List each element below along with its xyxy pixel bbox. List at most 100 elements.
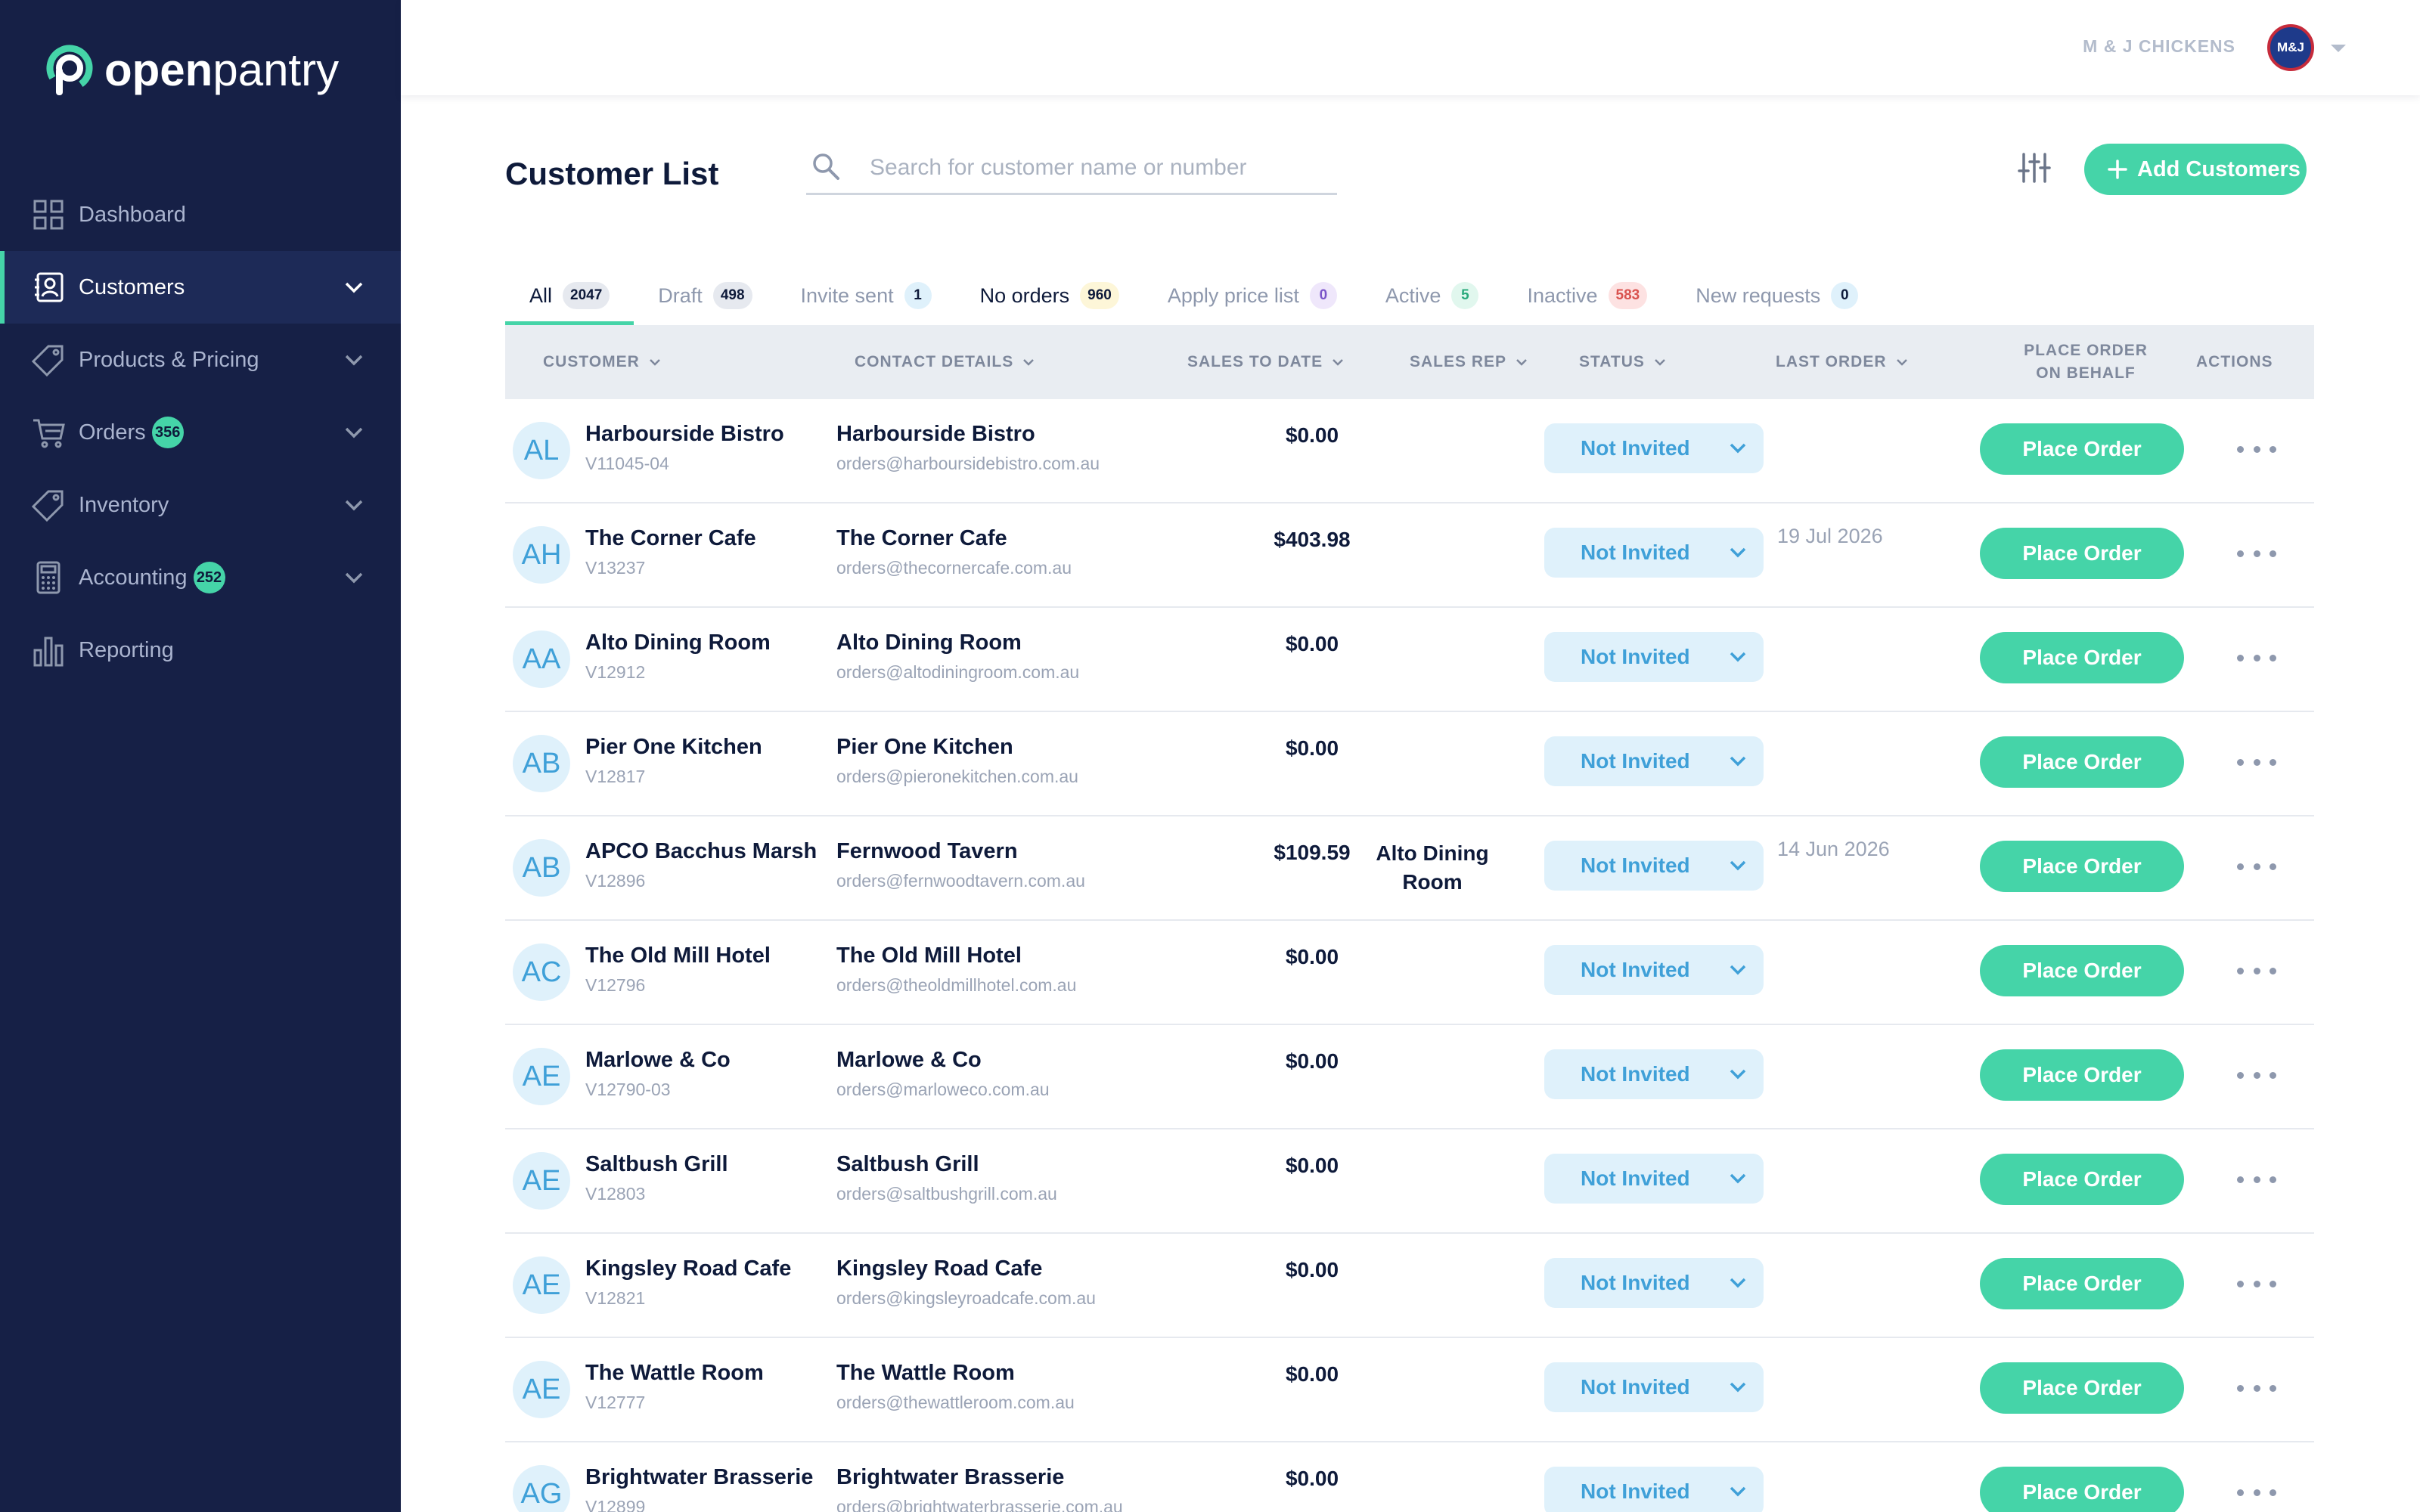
contact-email[interactable]: orders@theoldmillhotel.com.au	[836, 975, 1077, 995]
col-sales-rep[interactable]: SALES REP	[1410, 325, 1528, 399]
sidebar: openpantry Dashboard Customers Products & …	[0, 0, 401, 1512]
col-last-order[interactable]: LAST ORDER	[1776, 325, 1908, 399]
customer-name[interactable]: Brightwater Brasserie	[585, 1465, 814, 1489]
more-actions-icon[interactable]	[2237, 1061, 2276, 1089]
sidebar-item-accounting[interactable]: Accounting 252	[0, 541, 401, 614]
contact-email[interactable]: orders@brightwaterbrasserie.com.au	[836, 1497, 1123, 1512]
sales-to-date: $0.00	[1285, 945, 1339, 968]
customer-name[interactable]: Saltbush Grill	[585, 1152, 728, 1176]
sales-to-date: $0.00	[1285, 632, 1339, 655]
place-order-button[interactable]: Place Order	[1980, 1258, 2184, 1309]
col-customer[interactable]: CUSTOMER	[543, 325, 661, 399]
sidebar-item-dashboard[interactable]: Dashboard	[0, 178, 401, 251]
place-order-button[interactable]: Place Order	[1980, 1467, 2184, 1512]
chevron-down-icon[interactable]	[2329, 42, 2347, 54]
more-actions-icon[interactable]	[2237, 1374, 2276, 1402]
more-actions-icon[interactable]	[2237, 1166, 2276, 1193]
place-order-button[interactable]: Place Order	[1980, 945, 2184, 996]
col-contact-details[interactable]: CONTACT DETAILS	[855, 325, 1035, 399]
tab-draft[interactable]: Draft 498	[634, 266, 776, 325]
company-avatar[interactable]: M&J	[2267, 24, 2314, 71]
openpantry-logo-icon	[46, 45, 93, 95]
contact-name: The Old Mill Hotel	[836, 943, 1022, 968]
tab-new-requests[interactable]: New requests 0	[1671, 266, 1882, 325]
customer-name[interactable]: APCO Bacchus Marsh	[585, 839, 818, 863]
contact-email[interactable]: orders@pieronekitchen.com.au	[836, 767, 1078, 786]
col-sales-to-date[interactable]: SALES TO DATE	[1187, 325, 1344, 399]
customer-name[interactable]: The Old Mill Hotel	[585, 943, 771, 968]
place-order-button[interactable]: Place Order	[1980, 841, 2184, 892]
customer-code: V13237	[585, 558, 646, 578]
more-actions-icon[interactable]	[2237, 540, 2276, 567]
contact-email[interactable]: orders@saltbushgrill.com.au	[836, 1184, 1057, 1204]
dot	[2270, 863, 2276, 870]
more-actions-icon[interactable]	[2237, 644, 2276, 671]
tab-apply-price-list[interactable]: Apply price list 0	[1143, 266, 1361, 325]
place-order-button[interactable]: Place Order	[1980, 423, 2184, 475]
sidebar-item-customers[interactable]: Customers	[0, 251, 401, 324]
filter-sliders-icon[interactable]	[2016, 150, 2052, 186]
contact-email[interactable]: orders@thecornercafe.com.au	[836, 558, 1072, 578]
tab-no-orders[interactable]: No orders 960	[956, 266, 1143, 325]
status-dropdown[interactable]: Not Invited	[1544, 945, 1764, 995]
place-order-button[interactable]: Place Order	[1980, 528, 2184, 579]
sidebar-item-orders[interactable]: Orders 356	[0, 396, 401, 469]
app-logo[interactable]: openpantry	[42, 39, 339, 100]
more-actions-icon[interactable]	[2237, 1270, 2276, 1297]
tab-inactive[interactable]: Inactive 583	[1503, 266, 1671, 325]
customer-name[interactable]: Alto Dining Room	[585, 631, 771, 655]
company-name[interactable]: M & J CHICKENS	[2083, 36, 2235, 56]
status-dropdown[interactable]: Not Invited	[1544, 736, 1764, 786]
sidebar-item-reporting[interactable]: Reporting	[0, 614, 401, 686]
search-input[interactable]	[870, 151, 1323, 184]
sidebar-item-label: Inventory	[79, 492, 169, 517]
customer-name[interactable]: The Corner Cafe	[585, 526, 756, 550]
more-actions-icon[interactable]	[2237, 1479, 2276, 1506]
more-actions-icon[interactable]	[2237, 435, 2276, 463]
table-row: AE Saltbush Grill V12803 Saltbush Grill orde…	[505, 1129, 2314, 1234]
status-dropdown[interactable]: Not Invited	[1544, 841, 1764, 891]
status-dropdown[interactable]: Not Invited	[1544, 1258, 1764, 1308]
place-order-button[interactable]: Place Order	[1980, 1049, 2184, 1101]
contact-email[interactable]: orders@thewattleroom.com.au	[836, 1393, 1075, 1412]
contact-email[interactable]: orders@harboursidebistro.com.au	[836, 454, 1100, 473]
chevron-down-icon	[345, 500, 363, 511]
place-order-button[interactable]: Place Order	[1980, 632, 2184, 683]
sidebar-item-products-pricing[interactable]: Products & Pricing	[0, 324, 401, 396]
status-dropdown[interactable]: Not Invited	[1544, 423, 1764, 473]
status-label: Not Invited	[1581, 1375, 1690, 1399]
customer-name[interactable]: The Wattle Room	[585, 1361, 764, 1385]
sales-to-date: $0.00	[1285, 1362, 1339, 1386]
col-status[interactable]: STATUS	[1579, 325, 1666, 399]
table-row: AL Harbourside Bistro V11045-04 Harbourside…	[505, 399, 2314, 503]
tab-invite-sent[interactable]: Invite sent 1	[777, 266, 956, 325]
status-dropdown[interactable]: Not Invited	[1544, 1467, 1764, 1512]
contact-email[interactable]: orders@kingsleyroadcafe.com.au	[836, 1288, 1096, 1308]
tab-active[interactable]: Active 5	[1361, 266, 1503, 325]
contact-email[interactable]: orders@altodiningroom.com.au	[836, 662, 1080, 682]
status-dropdown[interactable]: Not Invited	[1544, 1362, 1764, 1412]
more-actions-icon[interactable]	[2237, 957, 2276, 984]
tab-count-badge: 498	[712, 282, 752, 309]
status-dropdown[interactable]: Not Invited	[1544, 1049, 1764, 1099]
customer-name[interactable]: Harbourside Bistro	[585, 422, 784, 446]
sidebar-item-inventory[interactable]: Inventory	[0, 469, 401, 541]
dot	[2270, 1071, 2276, 1079]
status-dropdown[interactable]: Not Invited	[1544, 1154, 1764, 1204]
contact-email[interactable]: orders@marloweco.com.au	[836, 1080, 1050, 1099]
sidebar-item-label: Dashboard	[79, 202, 186, 227]
more-actions-icon[interactable]	[2237, 748, 2276, 776]
status-dropdown[interactable]: Not Invited	[1544, 632, 1764, 682]
place-order-button[interactable]: Place Order	[1980, 1154, 2184, 1205]
customer-name[interactable]: Marlowe & Co	[585, 1048, 731, 1072]
more-actions-icon[interactable]	[2237, 853, 2276, 880]
customer-name[interactable]: Kingsley Road Cafe	[585, 1256, 792, 1281]
chevron-down-icon	[1730, 652, 1746, 662]
customer-name[interactable]: Pier One Kitchen	[585, 735, 762, 759]
status-dropdown[interactable]: Not Invited	[1544, 528, 1764, 578]
contact-email[interactable]: orders@fernwoodtavern.com.au	[836, 871, 1085, 891]
place-order-button[interactable]: Place Order	[1980, 736, 2184, 788]
place-order-button[interactable]: Place Order	[1980, 1362, 2184, 1414]
add-customers-button[interactable]: Add Customers	[2084, 144, 2307, 195]
tab-all[interactable]: All 2047	[505, 266, 634, 325]
